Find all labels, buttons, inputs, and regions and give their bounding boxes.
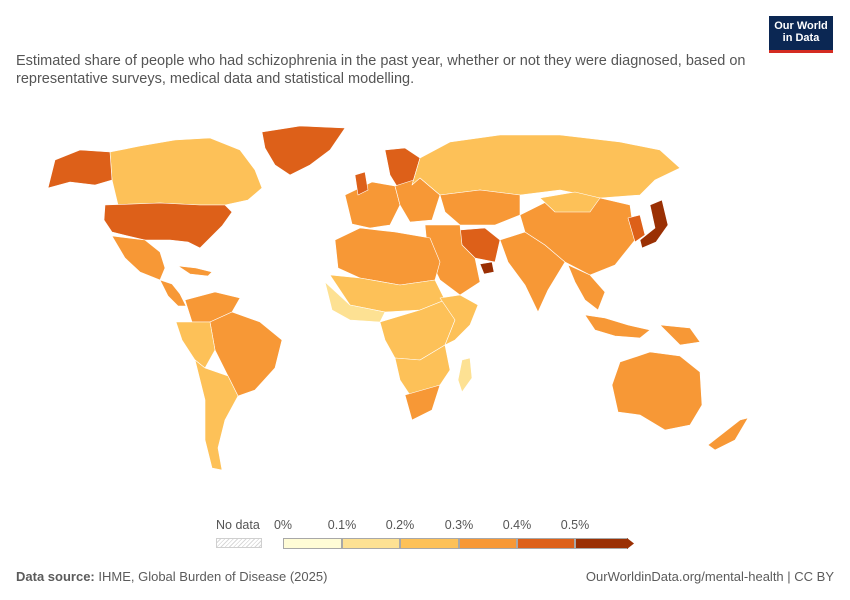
region-andean-south-america[interactable] xyxy=(175,321,216,369)
legend-swatch-4 xyxy=(517,538,575,549)
region-north-africa[interactable] xyxy=(334,227,441,286)
legend-no-data-swatch xyxy=(216,538,262,548)
footer-source: Data source: IHME, Global Burden of Dise… xyxy=(16,569,327,584)
legend-tick-2: 0.2% xyxy=(385,518,415,532)
region-western-europe[interactable] xyxy=(344,181,401,229)
legend-tick-4: 0.4% xyxy=(502,518,532,532)
logo-accent-bar xyxy=(769,50,833,53)
legend-swatch-3 xyxy=(459,538,517,549)
legend-swatch-5 xyxy=(575,538,628,549)
legend-swatch-2 xyxy=(400,538,459,549)
logo-line-1: Our World xyxy=(774,20,828,32)
world-map xyxy=(47,125,749,471)
region-united-states[interactable] xyxy=(103,202,233,249)
legend-no-data-label: No data xyxy=(216,518,260,532)
legend-tick-1: 0.1% xyxy=(327,518,357,532)
legend-swatch-0 xyxy=(283,538,342,549)
legend-swatch-1 xyxy=(342,538,400,549)
region-mongolia[interactable] xyxy=(539,191,601,213)
region-madagascar[interactable] xyxy=(457,357,473,393)
region-central-america[interactable] xyxy=(159,279,187,307)
region-southern-africa[interactable] xyxy=(394,344,451,396)
region-southern-cone[interactable] xyxy=(194,359,239,471)
region-uae[interactable] xyxy=(479,261,495,275)
region-central-asia[interactable] xyxy=(439,189,521,226)
region-korea[interactable] xyxy=(627,214,646,243)
legend-tick-0: 0% xyxy=(273,518,293,532)
region-canada[interactable] xyxy=(109,137,263,206)
region-mexico[interactable] xyxy=(111,235,166,281)
chart-subtitle: Estimated share of people who had schizo… xyxy=(16,53,746,87)
region-australia[interactable] xyxy=(611,351,703,431)
region-southeast-asia[interactable] xyxy=(567,264,606,311)
region-alaska[interactable] xyxy=(47,149,113,189)
region-caribbean[interactable] xyxy=(177,265,213,277)
region-greenland[interactable] xyxy=(261,125,346,176)
region-japan[interactable] xyxy=(639,199,669,249)
region-east-africa[interactable] xyxy=(439,294,479,346)
region-brazil[interactable] xyxy=(209,311,283,397)
owid-logo[interactable]: Our World in Data xyxy=(769,16,833,53)
region-new-zealand[interactable] xyxy=(707,417,749,451)
map-legend: No data 0% 0.1% 0.2% 0.3% 0.4% 0.5% xyxy=(0,510,850,555)
logo-line-2: in Data xyxy=(782,32,820,44)
legend-tick-3: 0.3% xyxy=(444,518,474,532)
source-text[interactable]: IHME, Global Burden of Disease (2025) xyxy=(98,569,328,584)
region-russia[interactable] xyxy=(411,134,681,199)
footer-url[interactable]: OurWorldinData.org/mental-health | CC BY xyxy=(585,569,834,584)
region-indonesia[interactable] xyxy=(584,314,651,339)
legend-tick-5: 0.5% xyxy=(560,518,590,532)
legend-arrow-icon xyxy=(627,538,634,549)
region-united-kingdom[interactable] xyxy=(354,171,369,196)
region-south-africa[interactable] xyxy=(404,384,441,421)
region-papua-new-guinea[interactable] xyxy=(659,324,701,346)
source-label: Data source: xyxy=(16,569,95,584)
